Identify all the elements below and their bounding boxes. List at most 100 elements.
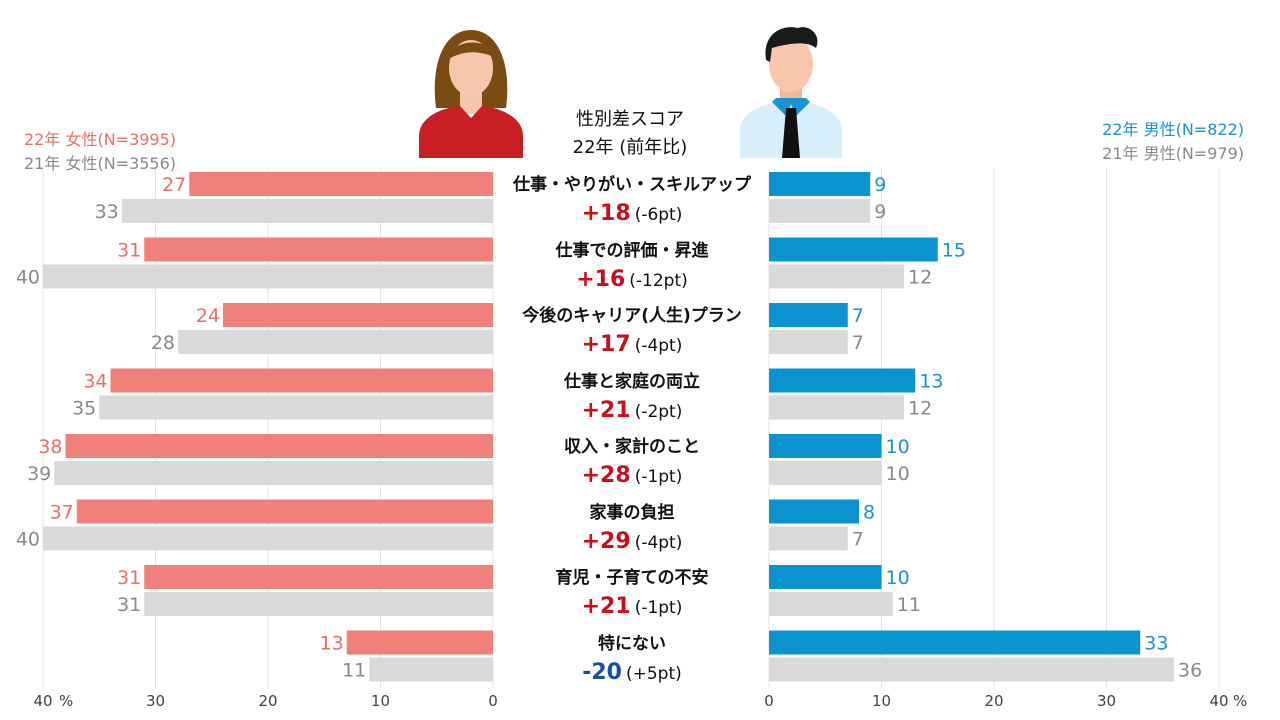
female-bar [76,499,493,524]
category-label-block: 収入・家計のこと +28 (-1pt) [494,436,770,491]
score-value: +21 [581,397,631,423]
x-tick-label: 40 [1209,692,1228,710]
bar-value-label: 7 [852,305,864,327]
male-bar [769,395,904,420]
score-value: +21 [581,594,631,619]
value-labels: 27 31 24 34 38 37 31 13 33 40 28 35 39 40 31 11 9 15 7 13 10… [16,174,1202,682]
bar-value-label: 39 [27,463,51,485]
male-bar [769,630,1141,655]
category-label-block: 今後のキャリア(人生)プラン +17 (-4pt) [494,305,770,360]
axis-ticks: 40 30 20 10 0 0 10 20 30 40%% [33,692,1247,710]
x-tick-label: 20 [984,692,1003,710]
male-bar [769,368,916,393]
title-line1: 性別差スコア [576,109,684,130]
category-name: 仕事と家庭の両立 [564,371,700,392]
female-bar [65,434,493,458]
gender-gap-score: +18 (-6pt) [494,200,770,229]
bar-value-label: 7 [852,529,864,551]
score-value: +17 [581,332,631,357]
male-bar [769,657,1174,682]
bar-value-label: 27 [162,174,186,196]
woman-avatar-icon [419,30,523,158]
female-bar [178,330,493,354]
score-change: (-4pt) [634,336,683,356]
bar-value-label: 9 [874,201,886,223]
category-label-block: 育児・子育ての不安 +21 (-1pt) [494,567,770,622]
category-label-block: 特にない -20 (+5pt) [494,633,770,688]
gender-gap-score: +21 (-2pt) [494,397,770,426]
bar-value-label: 11 [342,660,366,682]
bar-value-label: 13 [320,633,344,655]
female-bar [43,526,493,551]
category-name: 仕事・やりがい・スキルアップ [513,175,751,195]
bar-value-label: 7 [852,332,864,354]
male-bar [769,172,871,196]
gender-gap-score: +16 (-12pt) [494,266,770,295]
x-tick-label: 20 [258,692,277,710]
legend-male-21: 21年 男性(N=979) [1102,144,1244,163]
female-bar [346,630,493,655]
bar-value-label: 40 [16,267,40,289]
category-label-block: 仕事と家庭の両立 +21 (-2pt) [494,371,770,426]
bar-value-label: 38 [38,436,62,458]
gender-gap-score: +28 (-1pt) [494,462,770,491]
bar-value-label: 15 [942,240,966,262]
x-tick-label: 10 [371,692,390,710]
gender-gap-score: +17 (-4pt) [494,331,770,360]
score-value: +16 [576,266,626,292]
score-change: (-1pt) [634,598,683,618]
x-tick-label: 30 [1097,692,1116,710]
male-bar [769,565,882,589]
bar-value-label: 31 [117,567,141,589]
female-bar [369,657,493,682]
category-label-block: 家事の負担 +29 (-4pt) [494,502,770,557]
male-bar [769,237,938,262]
legend-female-21: 21年 女性(N=3556) [24,154,177,173]
gender-gap-score: +29 (-4pt) [494,528,770,557]
legend-male-22: 22年 男性(N=822) [1102,120,1244,139]
bar-value-label: 33 [95,201,119,223]
bar-value-label: 37 [50,502,74,524]
female-bar [121,199,493,223]
male-bar [769,199,871,223]
bars [43,172,1174,682]
bar-value-label: 8 [863,502,875,524]
male-bar [769,434,882,458]
score-change: (+5pt) [625,663,682,684]
gender-gap-score: +21 (-1pt) [494,593,770,622]
male-bar [769,499,859,524]
axis-unit: % [59,692,73,710]
score-value: +28 [581,463,631,488]
bar-value-label: 28 [151,332,175,354]
score-value: +29 [581,528,631,554]
female-bar [223,303,493,327]
bar-value-label: 40 [16,529,40,551]
score-value: -20 [582,659,622,685]
axis-unit: % [1233,692,1247,710]
category-label-block: 仕事・やりがい・スキルアップ +18 (-6pt) [494,174,770,229]
bar-value-label: 12 [908,398,932,420]
bar-value-label: 24 [196,305,220,327]
gender-gap-score: -20 (+5pt) [494,659,770,688]
score-change: (-2pt) [634,401,683,422]
bar-value-label: 31 [117,240,141,262]
bar-value-label: 31 [117,594,141,616]
category-name: 育児・子育ての不安 [555,568,709,588]
bar-value-label: 35 [72,398,96,420]
bar-value-label: 9 [874,174,886,196]
score-value: +18 [581,201,631,226]
female-bar [43,264,493,289]
female-bar [54,461,493,485]
category-name: 特にない [598,633,666,654]
bar-value-label: 33 [1144,633,1168,655]
man-avatar-icon [740,27,842,158]
x-tick-label: 0 [488,692,498,710]
chart-title: 性別差スコア 22年 (前年比) [500,106,760,162]
female-bar [144,592,493,616]
x-tick-label: 40 [33,692,52,710]
bar-value-label: 13 [919,371,943,393]
score-change: (-6pt) [634,205,683,225]
male-bar [769,526,848,551]
category-name: 収入・家計のこと [564,437,700,457]
